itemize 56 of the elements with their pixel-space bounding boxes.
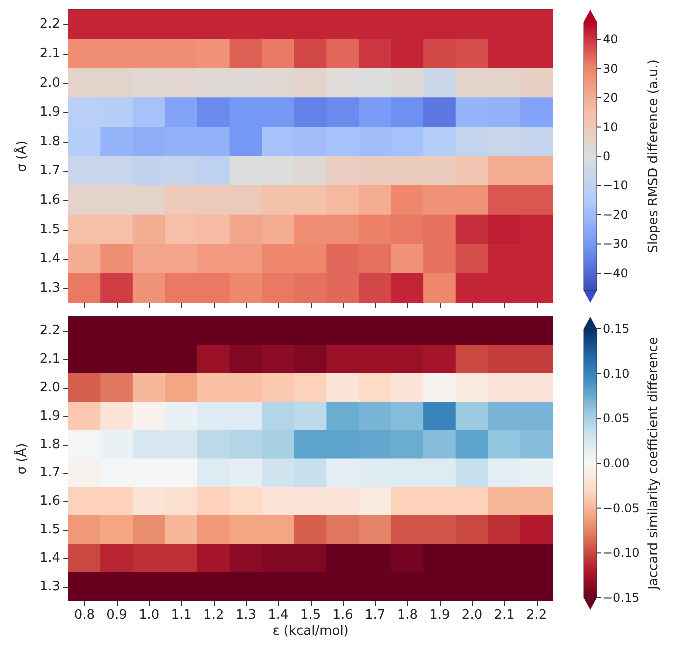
x-tick-label: 1.5 <box>300 608 322 623</box>
y-axis-title: σ (Å) <box>13 140 30 172</box>
color-bar-label: 0.10 <box>603 366 630 381</box>
color-bar-label: 0 <box>603 150 611 164</box>
color-bar-label: 40 <box>603 32 618 47</box>
y-axis-title: σ (Å) <box>13 443 30 475</box>
color-bar-label: −40 <box>603 266 628 280</box>
color-bar-title: Jaccard similarity coefficient difference <box>646 337 662 591</box>
y-tick-label: 1.6 <box>40 192 61 208</box>
y-tick-label: 1.7 <box>40 164 61 179</box>
x-tick-label: 1.2 <box>204 608 224 623</box>
color-bar-label: −0.10 <box>603 546 640 560</box>
y-tick-label: 2.0 <box>40 380 61 396</box>
color-bar-label: 0.05 <box>603 412 630 426</box>
x-tick-label: 1.0 <box>138 608 160 623</box>
x-tick-label: 2.1 <box>494 608 515 623</box>
y-tick-label: 2.0 <box>40 76 61 91</box>
y-tick-label: 1.9 <box>40 408 61 424</box>
y-tick-label: 1.6 <box>40 494 61 510</box>
y-tick-label: 1.8 <box>40 134 61 150</box>
color-bar-label: −10 <box>603 178 628 193</box>
x-tick-label: 1.7 <box>365 608 386 623</box>
y-tick-label: 2.1 <box>40 352 61 368</box>
x-tick-label: 0.9 <box>106 608 128 623</box>
x-tick-label: 1.1 <box>171 608 192 623</box>
x-tick-label: 2.0 <box>462 608 483 623</box>
y-tick-label: 1.3 <box>40 579 61 594</box>
x-tick-label: 1.4 <box>268 608 289 623</box>
x-tick-label: 0.8 <box>74 608 96 623</box>
color-bar-title: Slopes RMSD difference (a.u.) <box>646 60 662 254</box>
color-bar-label: −30 <box>603 237 628 252</box>
x-tick-label: 2.2 <box>526 608 548 623</box>
y-tick-label: 1.8 <box>40 437 61 452</box>
y-tick-label: 1.5 <box>40 222 61 238</box>
color-bar-label: 10 <box>603 120 618 134</box>
color-bar-label: 0.15 <box>603 322 630 336</box>
y-tick-label: 2.2 <box>40 324 61 339</box>
color-bar-label: 30 <box>603 62 618 76</box>
color-bar-label: −0.15 <box>603 591 640 605</box>
color-bar-label: 20 <box>603 91 618 106</box>
y-tick-label: 1.7 <box>40 466 61 481</box>
color-bar-label: −20 <box>603 208 628 222</box>
color-bar-label: −0.05 <box>603 501 640 516</box>
x-tick-label: 1.8 <box>397 608 418 623</box>
color-bar-label: 0.00 <box>603 456 630 470</box>
x-tick-label: 1.9 <box>430 608 450 623</box>
x-tick-label: 1.3 <box>236 608 257 623</box>
y-tick-label: 1.9 <box>40 105 61 120</box>
y-tick-label: 1.4 <box>40 550 61 566</box>
y-tick-label: 1.4 <box>40 252 61 267</box>
y-tick-label: 2.1 <box>40 46 61 62</box>
y-tick-label: 1.3 <box>40 280 61 296</box>
y-tick-label: 1.5 <box>40 522 61 538</box>
x-axis-title: ε (kcal/mol) <box>272 624 349 639</box>
y-tick-label: 2.2 <box>40 17 61 32</box>
x-tick-label: 1.6 <box>332 608 354 623</box>
